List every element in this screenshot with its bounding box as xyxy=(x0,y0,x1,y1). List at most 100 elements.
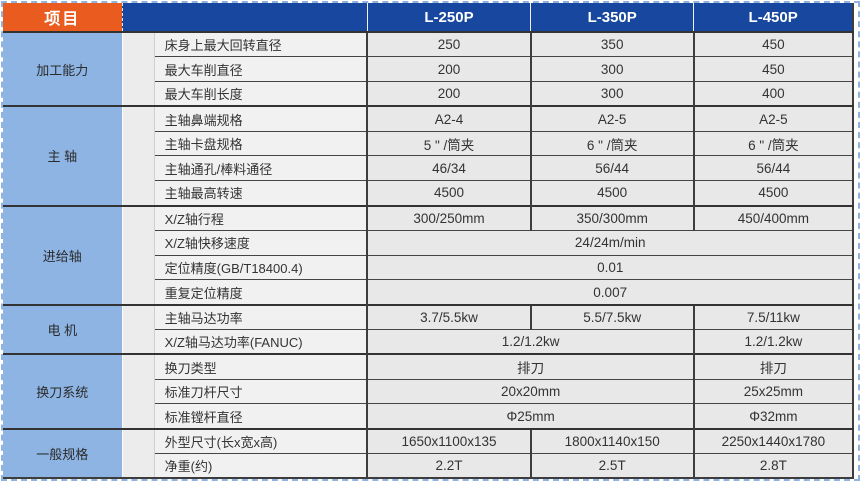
value-cell: 2.5T xyxy=(529,453,694,479)
value-cell: 3.7/5.5kw xyxy=(366,303,531,330)
spec-table: 项目 L-250P L-350P L-450P 加工能力 床身上最大回转直径 2… xyxy=(3,3,854,480)
value-cell: 4500 xyxy=(692,180,853,206)
column-header-l350p: L-350P xyxy=(530,3,694,32)
value-cell: 2.2T xyxy=(366,453,531,479)
gutter-cell xyxy=(121,303,155,355)
table-row: 最大车削长度 200 300 400 xyxy=(3,81,853,107)
value-cell-spanned: 24/24m/min xyxy=(366,229,853,256)
value-cell: 250 xyxy=(366,31,531,57)
spec-label-cell: 重复定位精度 xyxy=(153,279,368,305)
spec-label-cell: 主轴马达功率 xyxy=(153,303,368,330)
table-row: 定位精度(GB/T18400.4) 0.01 xyxy=(3,254,853,280)
value-cell: 200 xyxy=(366,56,531,82)
value-cell: 2.8T xyxy=(692,453,853,479)
value-cell: 350/300mm xyxy=(529,204,694,231)
table-row: 标准刀杆尺寸 20x20mm 25x25mm xyxy=(3,378,853,404)
table-row: 一般规格 外型尺寸(长x宽x高) 1650x1100x135 1800x1140… xyxy=(3,427,853,479)
category-cell: 主 轴 xyxy=(3,105,123,206)
table-row: X/Z轴快移速度 24/24m/min xyxy=(3,229,853,256)
value-cell: 5.5/7.5kw xyxy=(529,303,694,330)
spec-label-cell: X/Z轴行程 xyxy=(153,204,368,231)
spec-label-cell: 标准镗杆直径 xyxy=(153,403,368,429)
value-cell: A2-5 xyxy=(529,105,694,132)
table-row: 最大车削直径 200 300 450 xyxy=(3,56,853,82)
spec-label-cell: 换刀类型 xyxy=(153,353,368,380)
value-cell: 300/250mm xyxy=(366,204,531,231)
category-cell: 进给轴 xyxy=(3,204,123,305)
spec-label-cell: 主轴最高转速 xyxy=(153,180,368,206)
value-cell: 4500 xyxy=(529,180,694,206)
table-row: 进给轴 X/Z轴行程 300/250mm 350/300mm 450/400mm xyxy=(3,204,853,305)
value-cell: 7.5/11kw xyxy=(692,303,853,330)
value-cell: 450/400mm xyxy=(692,204,853,231)
table-row: 主 轴 主轴鼻端规格 A2-4 A2-5 A2-5 xyxy=(3,105,853,206)
column-header-l250p: L-250P xyxy=(366,3,531,32)
value-cell: A2-5 xyxy=(692,105,853,132)
spec-label-cell: 主轴卡盘规格 xyxy=(153,130,368,156)
table-row: 换刀系统 换刀类型 排刀 排刀 xyxy=(3,353,853,429)
table-row: 主轴卡盘规格 5 " /筒夹 6 " /筒夹 6 " /筒夹 xyxy=(3,130,853,156)
value-cell: 1650x1100x135 xyxy=(366,427,531,454)
category-cell: 加工能力 xyxy=(3,30,123,107)
table-row: 标准镗杆直径 Φ25mm Φ32mm xyxy=(3,403,853,429)
gutter-cell xyxy=(121,30,155,107)
value-cell: 6 " /筒夹 xyxy=(692,130,853,156)
value-cell: A2-4 xyxy=(366,105,531,132)
value-cell-spanned: 0.007 xyxy=(366,279,853,305)
spec-label-cell: 定位精度(GB/T18400.4) xyxy=(153,254,368,280)
value-cell-spanned: 20x20mm xyxy=(366,378,694,404)
value-cell: 5 " /筒夹 xyxy=(366,130,531,156)
table-row: X/Z轴马达功率(FANUC) 1.2/1.2kw 1.2/1.2kw xyxy=(3,329,853,355)
value-cell: 1.2/1.2kw xyxy=(692,329,853,355)
table-row: 重复定位精度 0.007 xyxy=(3,279,853,305)
category-cell: 换刀系统 xyxy=(3,353,123,429)
value-cell: 56/44 xyxy=(692,155,853,181)
table-row: 净重(约) 2.2T 2.5T 2.8T xyxy=(3,453,853,479)
value-cell-spanned: 排刀 xyxy=(366,353,694,380)
table-row: 主轴通孔/棒料通径 46/34 56/44 56/44 xyxy=(3,155,853,181)
spec-label-cell: 床身上最大回转直径 xyxy=(153,31,368,57)
value-cell: 450 xyxy=(692,31,853,57)
blank-header xyxy=(121,3,368,32)
spec-label-cell: 最大车削直径 xyxy=(153,56,368,82)
value-cell: 排刀 xyxy=(692,353,853,380)
value-cell-spanned: Φ25mm xyxy=(366,403,694,429)
table-row: 电 机 主轴马达功率 3.7/5.5kw 5.5/7.5kw 7.5/11kw xyxy=(3,303,853,355)
table-row: 加工能力 床身上最大回转直径 250 350 450 xyxy=(3,30,853,107)
spec-label-cell: 标准刀杆尺寸 xyxy=(153,378,368,404)
value-cell: 350 xyxy=(529,31,694,57)
category-cell: 电 机 xyxy=(3,303,123,355)
value-cell: 200 xyxy=(366,81,531,107)
spec-label-cell: X/Z轴马达功率(FANUC) xyxy=(153,329,368,355)
value-cell: 2250x1440x1780 xyxy=(692,427,853,454)
spec-label-cell: X/Z轴快移速度 xyxy=(153,229,368,256)
value-cell: 46/34 xyxy=(366,155,531,181)
spec-label-cell: 最大车削长度 xyxy=(153,81,368,107)
value-cell: Φ32mm xyxy=(692,403,853,429)
gutter-cell xyxy=(121,105,155,206)
value-cell-spanned: 0.01 xyxy=(366,254,853,280)
value-cell: 400 xyxy=(692,81,853,107)
value-cell: 56/44 xyxy=(529,155,694,181)
spec-label-cell: 主轴通孔/棒料通径 xyxy=(153,155,368,181)
corner-header: 项目 xyxy=(3,3,123,32)
value-cell: 300 xyxy=(529,56,694,82)
value-cell-spanned: 1.2/1.2kw xyxy=(366,329,694,355)
spec-label-cell: 净重(约) xyxy=(153,453,368,479)
category-cell: 一般规格 xyxy=(3,427,123,479)
spec-label-cell: 外型尺寸(长x宽x高) xyxy=(153,427,368,454)
gutter-cell xyxy=(121,204,155,305)
value-cell: 6 " /筒夹 xyxy=(529,130,694,156)
header-row: 项目 L-250P L-350P L-450P xyxy=(3,3,853,32)
value-cell: 25x25mm xyxy=(692,378,853,404)
value-cell: 450 xyxy=(692,56,853,82)
gutter-cell xyxy=(121,353,155,429)
value-cell: 4500 xyxy=(366,180,531,206)
value-cell: 1800x1140x150 xyxy=(529,427,694,454)
spec-label-cell: 主轴鼻端规格 xyxy=(153,105,368,132)
value-cell: 300 xyxy=(529,81,694,107)
gutter-cell xyxy=(121,427,155,479)
table-row: 主轴最高转速 4500 4500 4500 xyxy=(3,180,853,206)
column-header-l450p: L-450P xyxy=(693,3,853,32)
